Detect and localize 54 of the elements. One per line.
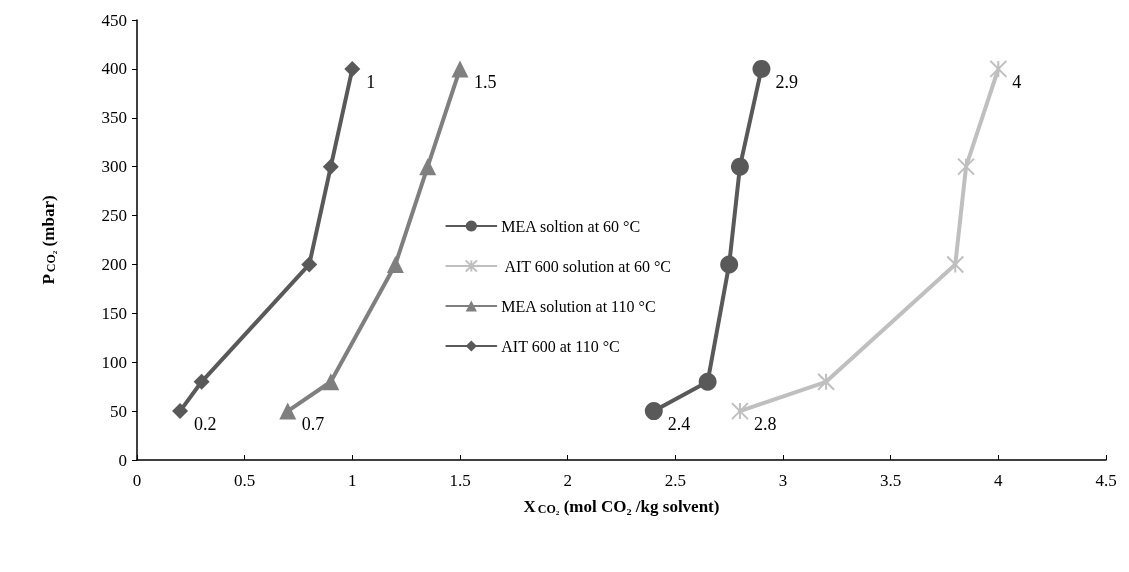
annotation: 0.2 <box>194 414 217 435</box>
legend-label: MEA solution at 110 °C <box>501 297 656 315</box>
y-tick-label: 250 <box>101 206 127 226</box>
y-axis-title: PCO₂ (mbar) <box>39 195 58 285</box>
point <box>989 59 1008 78</box>
y-tick-label: 50 <box>110 401 127 421</box>
legend-label: AIT 600 solution at 60 °C <box>501 257 671 275</box>
y-tick-label: 100 <box>101 352 127 372</box>
x-tick-label: 3 <box>778 471 788 490</box>
x-tick-label: 1.5 <box>449 471 471 490</box>
x-tick-label: 2 <box>563 471 572 490</box>
annotation: 2.4 <box>667 414 691 435</box>
point <box>957 157 976 176</box>
x-tick-label: 1 <box>348 471 357 490</box>
annotation: 1.5 <box>474 71 497 92</box>
x-tick-label: 3.5 <box>880 471 902 490</box>
x-tick-label: 4.5 <box>1095 471 1117 490</box>
y-tick-label: 0 <box>118 450 127 470</box>
y-tick-label: 200 <box>101 254 127 274</box>
point <box>752 59 771 78</box>
annotation: 2.9 <box>775 71 798 92</box>
point <box>301 256 318 273</box>
y-tick-label: 450 <box>101 10 127 30</box>
x-tick-label: 4 <box>994 471 1004 490</box>
x-axis-title: XCO₂ (mol CO₂ /kg solvent) <box>523 497 720 516</box>
point <box>344 60 361 77</box>
y-tick-label: 350 <box>101 108 127 128</box>
point <box>720 255 739 274</box>
point <box>817 372 836 391</box>
point <box>730 157 749 176</box>
annotation: 4 <box>1012 71 1022 92</box>
point <box>451 60 469 78</box>
point <box>946 255 965 274</box>
annotation: 1 <box>366 71 376 92</box>
annotation: 2.8 <box>753 414 777 435</box>
point <box>386 255 404 273</box>
annotation: 0.7 <box>301 414 325 435</box>
point <box>698 372 717 391</box>
legend-label: MEA soltion at 60 °C <box>501 217 641 235</box>
point <box>322 158 339 175</box>
point <box>419 158 437 176</box>
y-tick-label: 400 <box>101 59 127 79</box>
point <box>322 373 340 391</box>
y-tick-label: 300 <box>101 157 127 177</box>
y-tick-label: 150 <box>101 303 127 323</box>
legend-label: AIT 600 at 110 °C <box>501 337 620 355</box>
point <box>279 402 297 420</box>
point <box>730 402 749 421</box>
x-tick-label: 0.5 <box>234 471 256 490</box>
point <box>172 403 189 420</box>
point <box>644 402 663 421</box>
point <box>193 373 210 390</box>
x-tick-label: 2.5 <box>664 471 686 490</box>
x-tick-label: 0 <box>132 471 142 490</box>
